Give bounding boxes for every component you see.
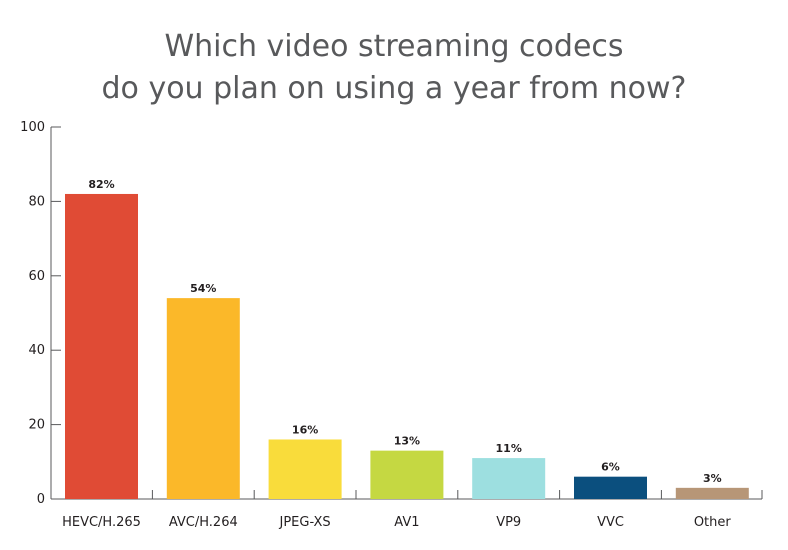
bar [370, 450, 444, 499]
y-tick-label: 40 [28, 343, 45, 358]
y-tick-label: 60 [28, 269, 45, 284]
data-label: 82% [88, 178, 114, 191]
chart-title-line-1: Which video streaming codecs [164, 29, 624, 64]
data-label: 3% [703, 472, 722, 485]
bar [166, 298, 240, 499]
data-label: 16% [292, 423, 318, 436]
chart-title: Which video streaming codecs do you plan… [0, 26, 788, 110]
category-label: VVC [597, 515, 624, 530]
data-label: 11% [496, 442, 522, 455]
bar [65, 193, 138, 499]
category-label: AV1 [394, 515, 419, 530]
y-tick-label: 20 [28, 418, 45, 433]
y-tick-label: 0 [37, 492, 45, 507]
category-label: JPEG-XS [279, 515, 331, 530]
y-tick-label: 100 [20, 120, 45, 135]
y-tick-label: 80 [28, 194, 45, 209]
data-label: 6% [601, 461, 620, 474]
data-labels: 82% 54% 16% 13% 11% 6% 3% [88, 178, 721, 485]
category-label: AVC/H.264 [169, 515, 238, 530]
category-label: VP9 [496, 515, 521, 530]
data-label: 54% [190, 282, 216, 295]
bar [472, 458, 546, 499]
y-axis: 0 20 40 60 80 100 [20, 120, 61, 507]
data-label: 13% [394, 435, 420, 448]
category-labels: HEVC/H.265 AVC/H.264 JPEG-XS AV1 VP9 VVC Other [62, 515, 731, 530]
bar [268, 439, 342, 499]
bars [65, 193, 749, 499]
chart-title-line-2: do you plan on using a year from now? [101, 71, 687, 106]
category-label: HEVC/H.265 [62, 515, 141, 530]
category-label: Other [694, 515, 732, 530]
bar [675, 487, 749, 499]
bar [574, 476, 647, 499]
